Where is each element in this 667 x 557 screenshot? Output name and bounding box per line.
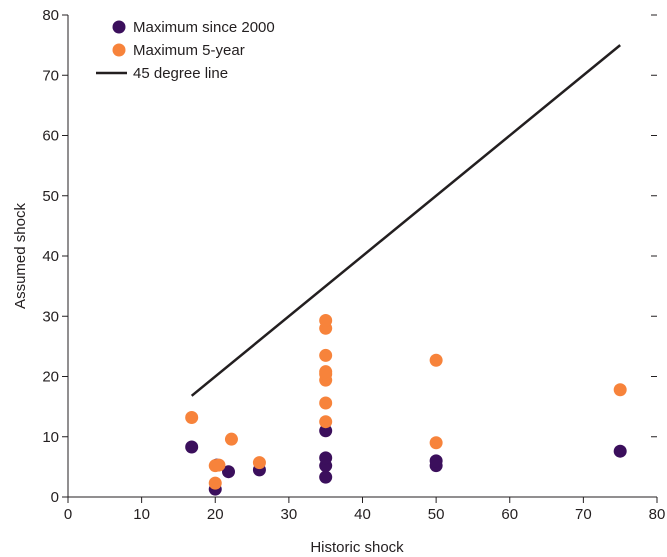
legend-marker-since-2000 — [112, 20, 126, 34]
reference-line-45-degree — [190, 44, 621, 397]
point-maximum-since-2000 — [185, 440, 199, 454]
point-maximum-since-2000 — [613, 444, 627, 458]
point-maximum-5-year — [224, 432, 238, 446]
point-maximum-5-year — [319, 365, 333, 379]
legend-marker-5-year — [112, 43, 126, 57]
x-tick-label: 0 — [64, 506, 72, 523]
point-maximum-5-year — [185, 410, 199, 424]
y-tick-label: 60 — [42, 128, 59, 145]
x-tick-label: 40 — [354, 506, 371, 523]
y-tick-label: 10 — [42, 429, 59, 446]
legend-label: 45 degree line — [133, 65, 228, 82]
legend-label: Maximum 5-year — [133, 42, 245, 59]
x-tick-label: 70 — [575, 506, 592, 523]
y-axis: 0 10 20 30 40 50 60 70 80 — [42, 7, 657, 506]
y-tick-label: 70 — [42, 67, 59, 84]
x-axis-title: Historic shock — [310, 539, 404, 556]
x-tick-label: 80 — [649, 506, 666, 523]
legend-label: Maximum since 2000 — [133, 19, 275, 36]
point-maximum-since-2000 — [319, 470, 333, 484]
y-tick-label: 40 — [42, 248, 59, 265]
x-tick-label: 30 — [281, 506, 298, 523]
point-maximum-since-2000 — [319, 451, 333, 465]
x-tick-label: 20 — [207, 506, 224, 523]
point-maximum-5-year — [208, 476, 222, 490]
data-points — [185, 313, 627, 496]
point-maximum-5-year — [319, 415, 333, 429]
y-axis-title: Assumed shock — [12, 203, 29, 309]
point-maximum-5-year — [252, 456, 266, 470]
point-maximum-5-year — [429, 353, 443, 367]
y-tick-label: 50 — [42, 188, 59, 205]
point-maximum-5-year — [212, 458, 226, 472]
point-maximum-since-2000 — [429, 454, 443, 468]
y-tick-label: 30 — [42, 308, 59, 325]
point-maximum-5-year — [319, 313, 333, 327]
point-maximum-5-year — [613, 383, 627, 397]
point-maximum-since-2000 — [319, 424, 333, 438]
x-tick-label: 60 — [501, 506, 518, 523]
y-tick-label: 0 — [51, 489, 59, 506]
point-maximum-5-year — [429, 436, 443, 450]
y-tick-label: 80 — [42, 7, 59, 24]
x-tick-label: 10 — [133, 506, 150, 523]
x-tick-label: 50 — [428, 506, 445, 523]
legend: Maximum since 2000 Maximum 5-year 45 degre… — [96, 19, 275, 82]
reference-line — [190, 44, 621, 397]
point-maximum-5-year — [319, 348, 333, 362]
x-axis: 0 10 20 30 40 50 60 70 80 — [64, 497, 666, 523]
point-maximum-5-year — [319, 396, 333, 410]
y-tick-label: 20 — [42, 369, 59, 386]
point-maximum-since-2000 — [222, 465, 236, 479]
